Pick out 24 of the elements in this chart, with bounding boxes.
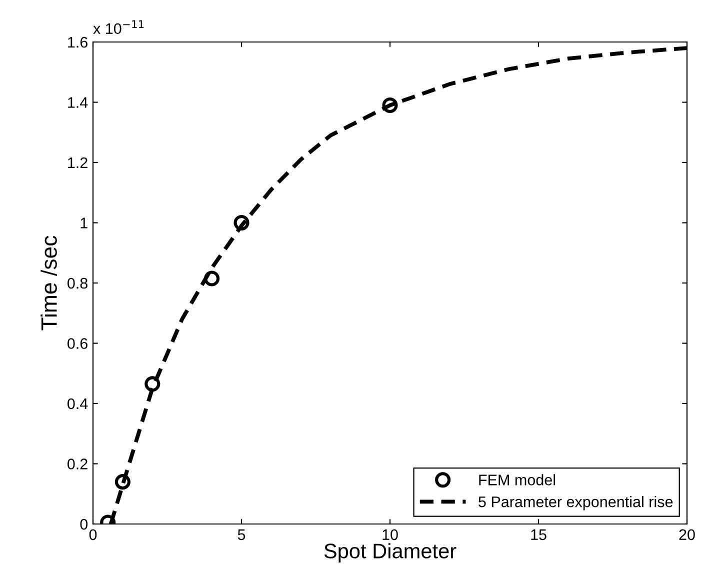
y-tick-label: 1.6 — [68, 36, 88, 48]
legend-label: 5 Parameter exponential rise — [478, 496, 673, 510]
point — [114, 474, 130, 490]
y-tick-label: 0.4 — [68, 398, 88, 410]
legend-label: FEM model — [479, 474, 556, 486]
y-axis-title: Time /sec — [40, 236, 57, 330]
y-tick-label: 0.8 — [68, 278, 88, 289]
y-tick-label: 1.2 — [68, 157, 88, 168]
x-tick-label: 0 — [89, 529, 97, 540]
point — [144, 376, 160, 392]
x-tick-label: 10 — [382, 529, 398, 540]
y-tick-label: 0.2 — [68, 458, 88, 470]
point — [204, 270, 220, 286]
x-tick-label: 20 — [679, 529, 695, 540]
y-tick-label: 0 — [80, 518, 88, 530]
y-tick-label: 1 — [80, 218, 88, 228]
y-tick-label: 0.6 — [68, 338, 88, 349]
y-tick-label: 1.4 — [68, 97, 88, 108]
x-axis-title: Spot Diameter — [324, 543, 456, 563]
x-tick-label: 15 — [531, 529, 546, 540]
text: x 10$^{−11}$ — [93, 20, 144, 34]
point — [382, 97, 398, 114]
x-tick-label: 5 — [238, 529, 246, 540]
point — [234, 214, 250, 231]
